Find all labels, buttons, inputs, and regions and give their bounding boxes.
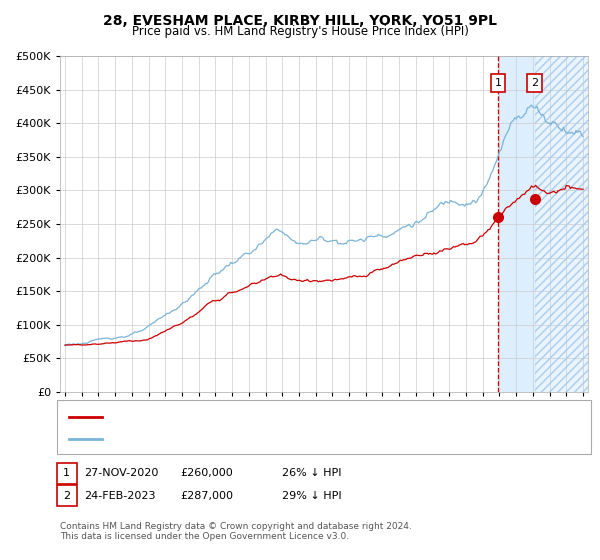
Text: £260,000: £260,000 bbox=[180, 468, 233, 478]
Bar bbox=[535, 56, 592, 392]
Text: £287,000: £287,000 bbox=[180, 491, 233, 501]
Text: 2: 2 bbox=[532, 78, 538, 88]
Text: HPI: Average price, detached house, North Yorkshire: HPI: Average price, detached house, Nort… bbox=[108, 434, 381, 444]
Text: 27-NOV-2020: 27-NOV-2020 bbox=[84, 468, 158, 478]
Text: Price paid vs. HM Land Registry's House Price Index (HPI): Price paid vs. HM Land Registry's House … bbox=[131, 25, 469, 38]
Bar bbox=[535, 56, 592, 392]
Bar bbox=[498, 56, 535, 392]
Text: 1: 1 bbox=[63, 468, 70, 478]
Text: 24-FEB-2023: 24-FEB-2023 bbox=[84, 491, 155, 501]
Text: Contains HM Land Registry data © Crown copyright and database right 2024.
This d: Contains HM Land Registry data © Crown c… bbox=[60, 522, 412, 542]
Text: 1: 1 bbox=[494, 78, 502, 88]
Text: 28, EVESHAM PLACE, KIRBY HILL, YORK, YO51 9PL: 28, EVESHAM PLACE, KIRBY HILL, YORK, YO5… bbox=[103, 14, 497, 28]
Text: 28, EVESHAM PLACE, KIRBY HILL, YORK, YO51 9PL (detached house): 28, EVESHAM PLACE, KIRBY HILL, YORK, YO5… bbox=[108, 412, 461, 422]
Text: 2: 2 bbox=[63, 491, 70, 501]
Text: 26% ↓ HPI: 26% ↓ HPI bbox=[282, 468, 341, 478]
Text: 29% ↓ HPI: 29% ↓ HPI bbox=[282, 491, 341, 501]
